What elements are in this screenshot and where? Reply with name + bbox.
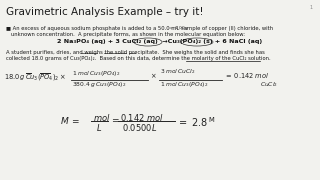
- Text: A student purifies, dries, and weighs the solid precipitate.  She weighs the sol: A student purifies, dries, and weighs th…: [6, 50, 265, 55]
- Text: $1\;mol\,Cu_3(PO_4)_2$: $1\;mol\,Cu_3(PO_4)_2$: [72, 69, 121, 78]
- Text: $L$: $L$: [96, 122, 102, 133]
- Text: $380.4\;g\,Cu_3(PO_4)_2$: $380.4\;g\,Cu_3(PO_4)_2$: [72, 80, 126, 89]
- Text: $=\;2.8^{\,\mathsf{M}}$: $=\;2.8^{\,\mathsf{M}}$: [177, 115, 215, 129]
- Text: $=$: $=$: [110, 115, 120, 124]
- Text: $\times$: $\times$: [150, 71, 157, 80]
- Text: $0.142\;mol$: $0.142\;mol$: [120, 112, 164, 123]
- Text: $M\;=$: $M\;=$: [60, 115, 81, 126]
- Text: $=\;0.142\;mol$: $=\;0.142\;mol$: [224, 71, 269, 80]
- Text: $mol$: $mol$: [93, 112, 111, 123]
- Text: Gravimetric Analysis Example – try it!: Gravimetric Analysis Example – try it!: [6, 7, 204, 17]
- Text: $CuCl_2$: $CuCl_2$: [260, 80, 278, 89]
- Text: collected 18.0 grams of Cu₃(PO₄)₂.  Based on this data, determine the molarity o: collected 18.0 grams of Cu₃(PO₄)₂. Based…: [6, 56, 271, 61]
- Text: 1: 1: [310, 5, 313, 10]
- Text: $0.0500L$: $0.0500L$: [122, 122, 157, 133]
- Text: ■ An excess of aqueous sodium phosphate is added to a 50.0 mL sample of copper (: ■ An excess of aqueous sodium phosphate …: [6, 26, 273, 31]
- Text: $1\;mol\,Cu_3(PO_4)_2$: $1\;mol\,Cu_3(PO_4)_2$: [160, 80, 209, 89]
- Text: $3\;mol\,CuCl_2$: $3\;mol\,CuCl_2$: [160, 67, 196, 76]
- Text: $=\,1.00\,g$: $=\,1.00\,g$: [168, 24, 189, 32]
- Text: $18.0\,g\,\overline{C}u_3(\overline{PO}_4)_2 \times$: $18.0\,g\,\overline{C}u_3(\overline{PO}_…: [4, 71, 66, 83]
- Text: unknown concentration.  A precipitate forms, as shown in the molecular equation : unknown concentration. A precipitate for…: [6, 32, 245, 37]
- Text: 2 Na₃PO₄ (aq) + 3 CuCl₂ (aq)  →Cu₃(PO₄)₂ (s) + 6 NaCl (aq): 2 Na₃PO₄ (aq) + 3 CuCl₂ (aq) →Cu₃(PO₄)₂ …: [57, 39, 263, 44]
